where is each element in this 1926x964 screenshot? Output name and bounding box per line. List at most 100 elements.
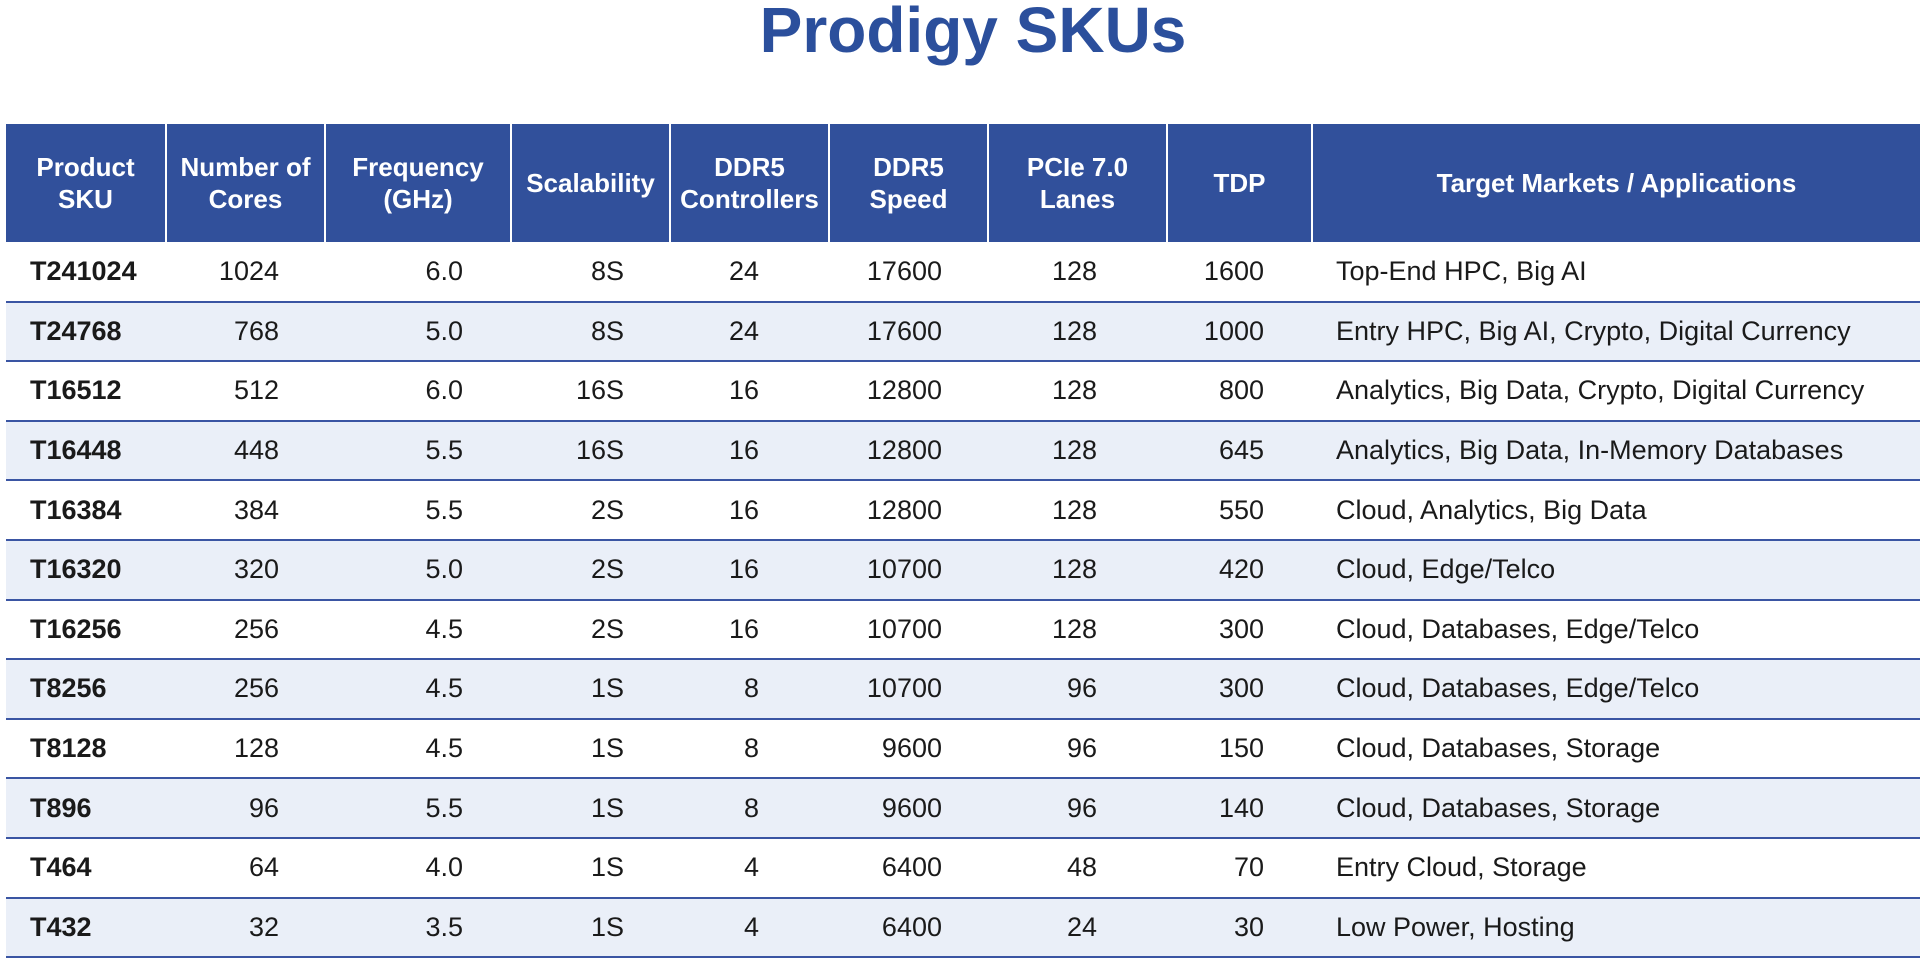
sku-cell: T8128 bbox=[6, 718, 166, 780]
sku-cell: T432 bbox=[6, 897, 166, 959]
pcie-lanes-cell: 128 bbox=[988, 361, 1167, 422]
tdp-cell: 550 bbox=[1167, 480, 1312, 541]
cores-cell: 512 bbox=[166, 361, 325, 422]
pcie-lanes-cell: 24 bbox=[988, 897, 1167, 959]
tdp-cell: 30 bbox=[1167, 897, 1312, 959]
ddr5-controllers-cell: 8 bbox=[670, 778, 829, 839]
ddr5-controllers-cell: 24 bbox=[670, 301, 829, 363]
sku-cell: T896 bbox=[6, 778, 166, 839]
scalability-cell: 16S bbox=[511, 361, 670, 422]
scalability-cell: 8S bbox=[511, 301, 670, 363]
cores-cell: 1024 bbox=[166, 242, 325, 303]
ddr5-speed-cell: 10700 bbox=[829, 539, 988, 601]
frequency-cell: 5.0 bbox=[325, 301, 511, 363]
tdp-cell: 70 bbox=[1167, 837, 1312, 899]
tdp-cell: 420 bbox=[1167, 539, 1312, 601]
sku-cell: T16256 bbox=[6, 599, 166, 661]
table-row: T24768 768 5.0 8S 24 17600 128 1000 Entry HPC, B… bbox=[6, 301, 1920, 363]
sku-cell: T16448 bbox=[6, 420, 166, 482]
cores-cell: 64 bbox=[166, 837, 325, 899]
scalability-cell: 2S bbox=[511, 599, 670, 661]
target-markets-cell: Cloud, Databases, Edge/Telco bbox=[1312, 659, 1920, 720]
ddr5-controllers-cell: 16 bbox=[670, 361, 829, 422]
cores-cell: 256 bbox=[166, 599, 325, 661]
tdp-cell: 150 bbox=[1167, 718, 1312, 780]
cores-cell: 96 bbox=[166, 778, 325, 839]
sku-cell: T464 bbox=[6, 837, 166, 899]
pcie-lanes-cell: 128 bbox=[988, 301, 1167, 363]
ddr5-controllers-cell: 16 bbox=[670, 420, 829, 482]
cores-cell: 768 bbox=[166, 301, 325, 363]
pcie-lanes-cell: 128 bbox=[988, 242, 1167, 303]
ddr5-controllers-cell: 24 bbox=[670, 242, 829, 303]
table-row: T16512 512 6.0 16S 16 12800 128 800 Analytics, B… bbox=[6, 361, 1920, 422]
target-markets-cell: Low Power, Hosting bbox=[1312, 897, 1920, 959]
frequency-cell: 3.5 bbox=[325, 897, 511, 959]
scalability-cell: 8S bbox=[511, 242, 670, 303]
scalability-cell: 2S bbox=[511, 539, 670, 601]
ddr5-speed-cell: 12800 bbox=[829, 361, 988, 422]
sku-cell: T241024 bbox=[6, 242, 166, 303]
sku-cell: T16384 bbox=[6, 480, 166, 541]
tdp-cell: 1000 bbox=[1167, 301, 1312, 363]
sku-cell: T16320 bbox=[6, 539, 166, 601]
scalability-cell: 1S bbox=[511, 837, 670, 899]
ddr5-controllers-cell: 4 bbox=[670, 897, 829, 959]
table-row: T16256 256 4.5 2S 16 10700 128 300 Cloud, Databa… bbox=[6, 599, 1920, 661]
column-header-pcie-lanes: PCIe 7.0 Lanes bbox=[987, 124, 1167, 242]
target-markets-cell: Cloud, Databases, Storage bbox=[1312, 778, 1920, 839]
frequency-cell: 4.0 bbox=[325, 837, 511, 899]
pcie-lanes-cell: 96 bbox=[988, 718, 1167, 780]
pcie-lanes-cell: 128 bbox=[988, 599, 1167, 661]
table-row: T896 96 5.5 1S 8 9600 96 140 Cloud, Databases, S… bbox=[6, 778, 1920, 839]
tdp-cell: 645 bbox=[1167, 420, 1312, 482]
target-markets-cell: Cloud, Edge/Telco bbox=[1312, 539, 1920, 601]
cores-cell: 320 bbox=[166, 539, 325, 601]
ddr5-controllers-cell: 16 bbox=[670, 480, 829, 541]
ddr5-controllers-cell: 4 bbox=[670, 837, 829, 899]
pcie-lanes-cell: 128 bbox=[988, 420, 1167, 482]
frequency-cell: 5.5 bbox=[325, 420, 511, 482]
ddr5-controllers-cell: 16 bbox=[670, 539, 829, 601]
table-row: T432 32 3.5 1S 4 6400 24 30 Low Power, Hosting bbox=[6, 897, 1920, 959]
target-markets-cell: Entry Cloud, Storage bbox=[1312, 837, 1920, 899]
sku-cell: T24768 bbox=[6, 301, 166, 363]
cores-cell: 128 bbox=[166, 718, 325, 780]
ddr5-speed-cell: 9600 bbox=[829, 778, 988, 839]
column-header-target-markets: Target Markets / Applications bbox=[1311, 124, 1920, 242]
column-header-number-of-cores: Number of Cores bbox=[165, 124, 325, 242]
pcie-lanes-cell: 96 bbox=[988, 778, 1167, 839]
tdp-cell: 300 bbox=[1167, 659, 1312, 720]
scalability-cell: 16S bbox=[511, 420, 670, 482]
pcie-lanes-cell: 128 bbox=[988, 480, 1167, 541]
frequency-cell: 5.0 bbox=[325, 539, 511, 601]
ddr5-speed-cell: 6400 bbox=[829, 837, 988, 899]
pcie-lanes-cell: 48 bbox=[988, 837, 1167, 899]
sku-cell: T16512 bbox=[6, 361, 166, 422]
ddr5-controllers-cell: 8 bbox=[670, 718, 829, 780]
target-markets-cell: Entry HPC, Big AI, Crypto, Digital Curre… bbox=[1312, 301, 1920, 363]
ddr5-controllers-cell: 16 bbox=[670, 599, 829, 661]
scalability-cell: 1S bbox=[511, 897, 670, 959]
ddr5-speed-cell: 12800 bbox=[829, 480, 988, 541]
tdp-cell: 800 bbox=[1167, 361, 1312, 422]
target-markets-cell: Cloud, Databases, Storage bbox=[1312, 718, 1920, 780]
sku-cell: T8256 bbox=[6, 659, 166, 720]
table-row: T8128 128 4.5 1S 8 9600 96 150 Cloud, Databases,… bbox=[6, 718, 1920, 780]
header-row: Product SKU Number of Cores Frequency (G… bbox=[6, 124, 1920, 242]
column-header-ddr5-speed: DDR5 Speed bbox=[828, 124, 988, 242]
sku-table: Product SKU Number of Cores Frequency (G… bbox=[6, 124, 1920, 959]
frequency-cell: 4.5 bbox=[325, 718, 511, 780]
cores-cell: 384 bbox=[166, 480, 325, 541]
frequency-cell: 4.5 bbox=[325, 659, 511, 720]
scalability-cell: 1S bbox=[511, 778, 670, 839]
table-row: T16320 320 5.0 2S 16 10700 128 420 Cloud, Edge/T… bbox=[6, 539, 1920, 601]
ddr5-speed-cell: 10700 bbox=[829, 659, 988, 720]
tdp-cell: 1600 bbox=[1167, 242, 1312, 303]
table-row: T241024 1024 6.0 8S 24 17600 128 1600 Top-End HP… bbox=[6, 242, 1920, 303]
table-row: T16384 384 5.5 2S 16 12800 128 550 Cloud, Analyt… bbox=[6, 480, 1920, 541]
table-body: T241024 1024 6.0 8S 24 17600 128 1600 Top-End HP… bbox=[6, 242, 1920, 959]
target-markets-cell: Top-End HPC, Big AI bbox=[1312, 242, 1920, 303]
ddr5-speed-cell: 12800 bbox=[829, 420, 988, 482]
frequency-cell: 6.0 bbox=[325, 242, 511, 303]
